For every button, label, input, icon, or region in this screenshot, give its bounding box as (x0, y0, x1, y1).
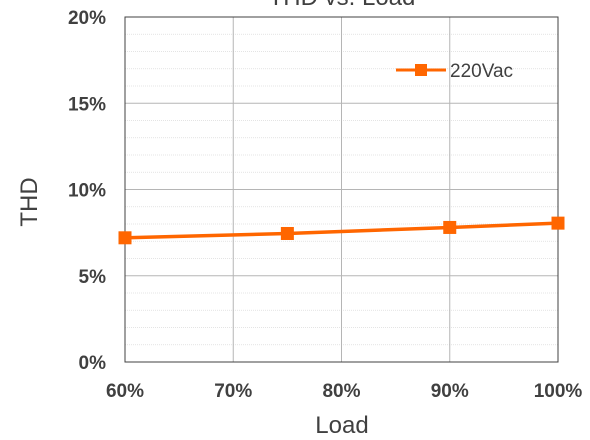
data-point-marker (118, 231, 132, 245)
y-tick-label: 5% (79, 267, 107, 288)
data-point-marker (443, 220, 457, 234)
x-tick-label: 80% (322, 381, 360, 402)
x-tick-label: 70% (214, 381, 252, 402)
legend-label: 220Vac (450, 61, 513, 82)
y-tick-label: 20% (68, 8, 106, 29)
series-line (124, 221, 559, 240)
plot-area (124, 16, 559, 363)
y-tick-label: 15% (68, 94, 106, 115)
data-point-marker (551, 216, 565, 230)
data-point-marker (280, 226, 294, 240)
x-tick-label: 90% (431, 381, 469, 402)
legend: 220Vac (396, 61, 513, 82)
y-tick-label: 10% (68, 181, 106, 202)
series-220vac (118, 216, 565, 245)
y-axis-title: THD (16, 177, 43, 226)
legend-marker (415, 64, 427, 76)
y-tick-label: 0% (79, 353, 107, 374)
x-tick-labels: 60% 70% 80% 90% 100% (106, 381, 582, 402)
x-tick-label: 100% (534, 381, 583, 402)
x-axis-title: Load (315, 412, 368, 439)
y-tick-labels: 0% 5% 10% 15% 20% (68, 8, 106, 374)
x-tick-label: 60% (106, 381, 144, 402)
major-grid (125, 17, 558, 362)
chart-title: THD vs. Load (269, 0, 416, 11)
